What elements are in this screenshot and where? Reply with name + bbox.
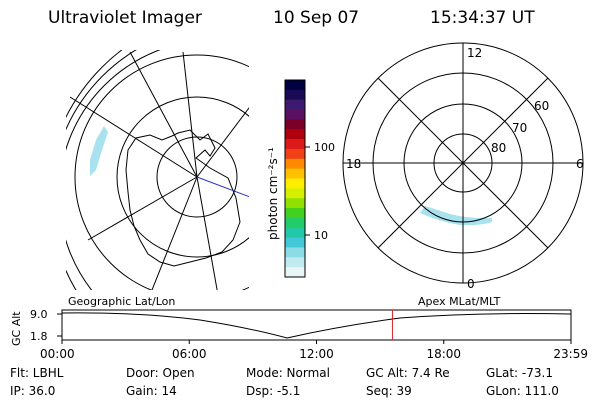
mlat-label-60: 60	[534, 99, 549, 113]
colorbar-step	[285, 109, 305, 120]
colorbar-step	[285, 257, 305, 268]
aurora-patch-left	[90, 126, 108, 176]
date-label: 10 Sep 07	[273, 8, 360, 28]
coastline	[125, 129, 241, 267]
colorbar-frame	[284, 79, 306, 278]
time-tick-label: 06:00	[172, 347, 207, 361]
colorbar-step	[285, 198, 305, 209]
mlat-circle-70	[403, 103, 523, 223]
colorbar-step	[285, 148, 305, 160]
meridian-5	[151, 176, 198, 290]
mlt-label-right: 6	[576, 157, 584, 171]
colorbar	[285, 80, 305, 278]
glon-info: GLon: 111.0	[486, 384, 559, 398]
time-tick-label: 12:00	[299, 347, 334, 361]
colorbar-step	[285, 89, 305, 101]
mlat-circle-60	[372, 72, 554, 254]
meridian-6	[196, 176, 218, 290]
geo-panel-label: Geographic Lat/Lon	[68, 295, 175, 308]
magnetic-map	[342, 42, 584, 284]
mlat-label-80: 80	[491, 141, 506, 155]
mlt-label-left: 18	[346, 157, 361, 171]
time-axis-ticks: 00:00 06:00 12:00 18:00 23:59	[40, 340, 588, 361]
mlat-circle-80	[433, 133, 493, 193]
meridian-4	[196, 107, 249, 178]
colorbar-step	[285, 99, 305, 111]
aurora-oval-right	[420, 206, 492, 226]
colorbar-step	[285, 208, 305, 219]
time-tick-label: 00:00	[40, 347, 75, 361]
time-tick-label: 23:59	[553, 347, 588, 361]
colorbar-step	[285, 227, 305, 239]
y-tick-label-bottom: 1.8	[30, 330, 48, 343]
mlat-label-70: 70	[512, 121, 527, 135]
y-tick-label-top: 9.0	[30, 308, 48, 321]
glat-info: GLat: -73.1	[486, 366, 553, 380]
colorbar-step	[285, 158, 305, 170]
colorbar-step	[285, 237, 305, 248]
meridian-1	[69, 96, 198, 178]
mlat-circle-outer	[342, 42, 584, 284]
colorbar-step	[285, 188, 305, 199]
colorbar-step	[285, 217, 305, 229]
colorbar-step	[285, 178, 305, 189]
filter-info: Flt: LBHL	[10, 366, 64, 380]
colorbar-label-10: 10	[314, 229, 328, 242]
colorbar-label-100: 100	[314, 141, 335, 154]
lat-arc-3	[66, 50, 123, 119]
meridian-3	[182, 51, 198, 178]
lat-circle-mid	[116, 96, 249, 258]
colorbar-unit: photon cm⁻²s⁻¹	[266, 147, 280, 240]
mlt-diag-2	[377, 77, 549, 249]
altitude-curve	[61, 312, 572, 339]
colorbar-step	[285, 139, 305, 150]
apex-panel-label: Apex MLat/MLT	[418, 295, 501, 308]
seq-info: Seq: 39	[366, 384, 412, 398]
gc-alt-info: GC Alt: 7.4 Re	[366, 366, 450, 380]
door-info: Door: Open	[126, 366, 195, 380]
colorbar-step	[285, 119, 305, 130]
mode-info: Mode: Normal	[246, 366, 330, 380]
dsp-info: Dsp: -5.1	[246, 384, 301, 398]
colorbar-step	[285, 168, 305, 179]
time-label: 15:34:37 UT	[430, 8, 535, 28]
time-tick-label: 18:00	[426, 347, 461, 361]
meridian-7	[87, 176, 198, 241]
colorbar-step	[285, 129, 305, 140]
sun-direction-line	[196, 176, 249, 198]
lat-circle-outer	[74, 54, 249, 290]
colorbar-step	[285, 267, 305, 278]
colorbar-step	[285, 80, 305, 91]
geographic-map	[66, 50, 249, 290]
meridian-2	[129, 51, 198, 178]
mlt-label-bottom: 0	[467, 277, 475, 291]
colorbar-step	[285, 247, 305, 258]
app-title: Ultraviolet Imager	[48, 8, 202, 28]
gain-info: Gain: 14	[126, 384, 177, 398]
mlt-label-top: 12	[467, 46, 482, 60]
altitude-axis-label: GC Alt	[10, 311, 23, 346]
ip-info: IP: 36.0	[10, 384, 56, 398]
